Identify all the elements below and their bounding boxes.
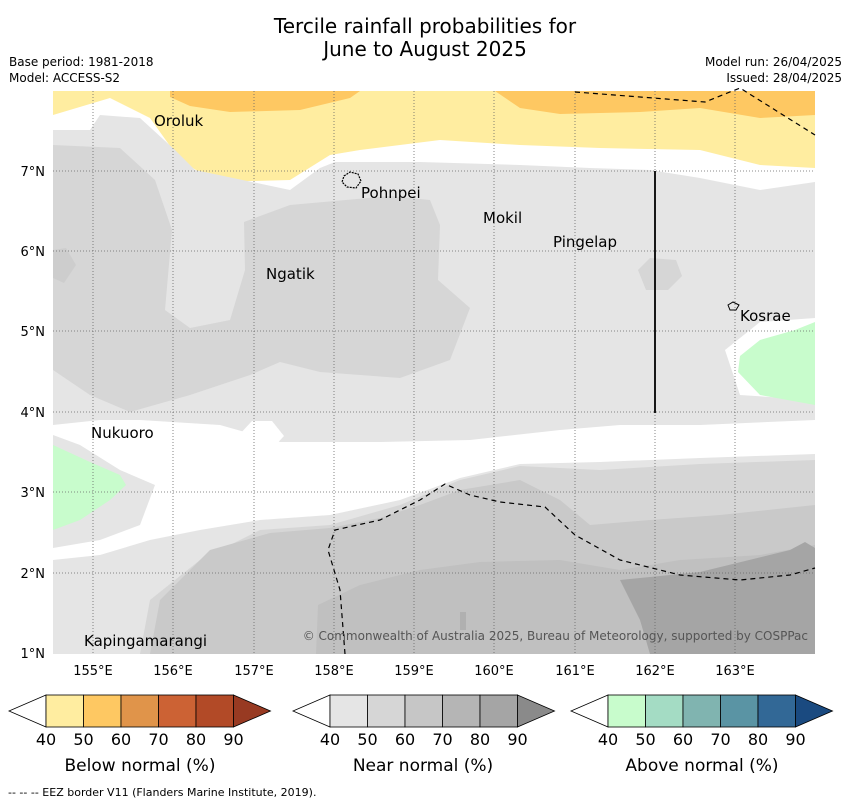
colorbar-segment xyxy=(720,694,759,728)
lon-tick: 156°E xyxy=(153,664,193,679)
lon-tick: 159°E xyxy=(394,664,434,679)
colorbars: 40 50 60 70 80 90 40 50 60 70 80 90 40 50 60 70 80 90 xyxy=(7,694,834,749)
colorbar-tick: 40 xyxy=(320,730,340,749)
colorbar-segment xyxy=(442,694,481,728)
eez-footnote: -- -- -- EEZ border V11 (Flanders Marine… xyxy=(8,786,317,799)
colorbar-tick: 90 xyxy=(223,730,243,749)
probability-fields xyxy=(53,91,815,654)
lon-tick: 162°E xyxy=(635,664,675,679)
colorbar-label-above: Above normal (%) xyxy=(625,756,779,776)
colorbar-tick: 80 xyxy=(186,730,206,749)
colorbar-tick: 70 xyxy=(148,730,168,749)
colorbar-extend-high xyxy=(517,694,556,728)
place-label-kapingamarangi: Kapingamarangi xyxy=(84,632,207,650)
place-label-pohnpei: Pohnpei xyxy=(361,184,421,202)
colorbar-tick: 80 xyxy=(748,730,768,749)
colorbar-tick: 50 xyxy=(357,730,377,749)
colorbar-extend-low xyxy=(291,694,331,728)
base-period-label: Base period: 1981-2018 xyxy=(9,55,154,69)
colorbar-label-near: Near normal (%) xyxy=(352,756,494,776)
issued-label: Issued: 28/04/2025 xyxy=(726,71,842,85)
place-label-kosrae: Kosrae xyxy=(740,307,791,325)
colorbar-segment xyxy=(367,694,406,728)
lat-tick: 5°N xyxy=(21,325,46,340)
colorbar-tick: 90 xyxy=(507,730,527,749)
map-gridlines xyxy=(53,91,815,654)
place-label-nukuoro: Nukuoro xyxy=(91,424,154,442)
colorbar-segment xyxy=(83,694,122,728)
pohnpei-outline xyxy=(341,171,362,189)
colorbar-tick: 50 xyxy=(73,730,93,749)
colorbar-tick: 60 xyxy=(111,730,131,749)
kosrae-outline xyxy=(727,301,740,311)
colorbar-segment xyxy=(607,694,646,728)
colorbar-tick: 60 xyxy=(673,730,693,749)
colorbar-segment xyxy=(158,694,197,728)
colorbar-segment xyxy=(45,694,84,728)
colorbar-extend-high xyxy=(233,694,272,728)
place-label-oroluk: Oroluk xyxy=(154,112,203,130)
colorbar-tick: 80 xyxy=(470,730,490,749)
eez-border xyxy=(327,87,816,655)
copyright-notice: © Commonwealth of Australia 2025, Bureau… xyxy=(303,629,808,643)
lon-tick: 163°E xyxy=(715,664,755,679)
lat-axis: 7°N 6°N 5°N 4°N 3°N 2°N 1°N xyxy=(21,165,46,662)
colorbar-tick: 70 xyxy=(432,730,452,749)
place-label-ngatik: Ngatik xyxy=(266,265,315,283)
colorbar-extend-low xyxy=(7,694,47,728)
colorbar-segment xyxy=(479,694,518,728)
lat-tick: 7°N xyxy=(21,165,46,180)
colorbar-segment xyxy=(329,694,368,728)
colorbar-segment xyxy=(757,694,796,728)
colorbar-segment xyxy=(404,694,443,728)
colorbar-tick: 40 xyxy=(598,730,618,749)
colorbar-segment xyxy=(645,694,684,728)
lat-tick: 2°N xyxy=(21,567,46,582)
colorbar-tick: 90 xyxy=(785,730,805,749)
colorbar-extend-low xyxy=(569,694,609,728)
colorbar-segment xyxy=(195,694,234,728)
model-label: Model: ACCESS-S2 xyxy=(9,71,121,85)
map-title-line2: June to August 2025 xyxy=(323,37,527,61)
colorbar-label-below: Below normal (%) xyxy=(64,756,216,776)
lon-tick: 158°E xyxy=(314,664,354,679)
lat-tick: 1°N xyxy=(21,647,46,662)
colorbar-tick: 40 xyxy=(36,730,56,749)
lat-tick: 3°N xyxy=(21,486,46,501)
colorbar-segment xyxy=(682,694,721,728)
place-label-mokil: Mokil xyxy=(483,209,522,227)
lon-tick: 161°E xyxy=(555,664,595,679)
model-run-label: Model run: 26/04/2025 xyxy=(704,55,842,69)
lat-tick: 6°N xyxy=(21,245,46,260)
colorbar-extend-high xyxy=(795,694,834,728)
lon-axis: 155°E 156°E 157°E 158°E 159°E 160°E 161°… xyxy=(73,664,755,679)
colorbar-segment xyxy=(120,694,159,728)
lon-tick: 157°E xyxy=(234,664,274,679)
lon-tick: 160°E xyxy=(474,664,514,679)
map-title-line1: Tercile rainfall probabilities for xyxy=(273,14,577,38)
colorbar-tick: 70 xyxy=(710,730,730,749)
place-label-pingelap: Pingelap xyxy=(553,233,617,251)
lon-tick: 155°E xyxy=(73,664,113,679)
colorbar-tick: 60 xyxy=(395,730,415,749)
colorbar-tick: 50 xyxy=(635,730,655,749)
lat-tick: 4°N xyxy=(21,406,46,421)
